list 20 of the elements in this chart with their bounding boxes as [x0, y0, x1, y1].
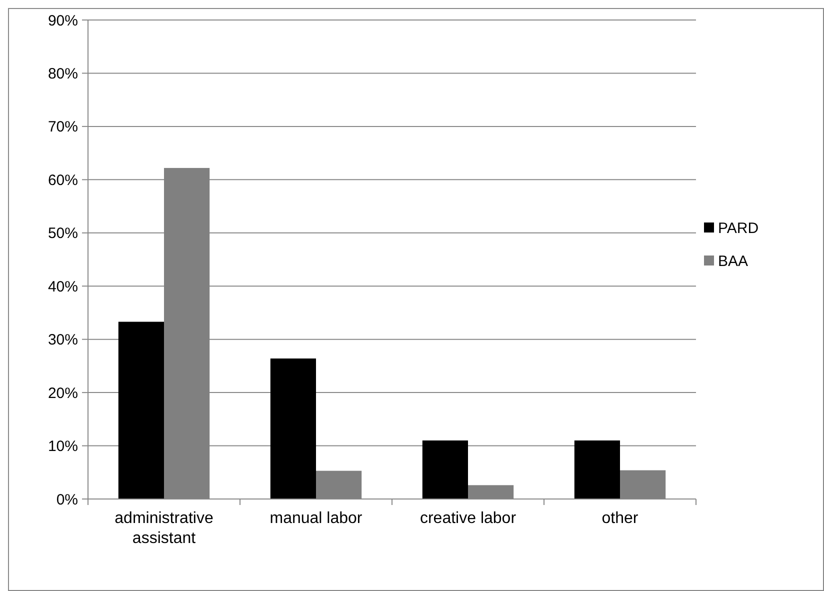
x-tick-label: creative labor	[420, 510, 517, 527]
y-tick-label: 70%	[48, 118, 78, 136]
y-tick-label: 90%	[48, 12, 78, 30]
y-tick-label: 0%	[56, 491, 78, 508]
legend-label: BAA	[718, 252, 748, 270]
y-tick-label: 10%	[48, 438, 78, 456]
bar	[118, 322, 164, 499]
y-tick-label: 30%	[48, 332, 78, 349]
y-tick-label: 80%	[48, 65, 78, 82]
y-tick-label: 40%	[48, 278, 78, 296]
y-tick-label: 60%	[48, 172, 78, 189]
x-tick-label: other	[602, 510, 639, 527]
x-tick-label: manual labor	[270, 510, 363, 527]
bar	[422, 440, 468, 499]
y-tick-label: 20%	[48, 384, 78, 402]
legend-label: PARD	[718, 220, 759, 237]
y-tick-label: 50%	[48, 225, 78, 242]
bar	[270, 358, 316, 499]
bar	[574, 440, 620, 499]
x-tick-label: administrative assistant	[114, 510, 214, 547]
